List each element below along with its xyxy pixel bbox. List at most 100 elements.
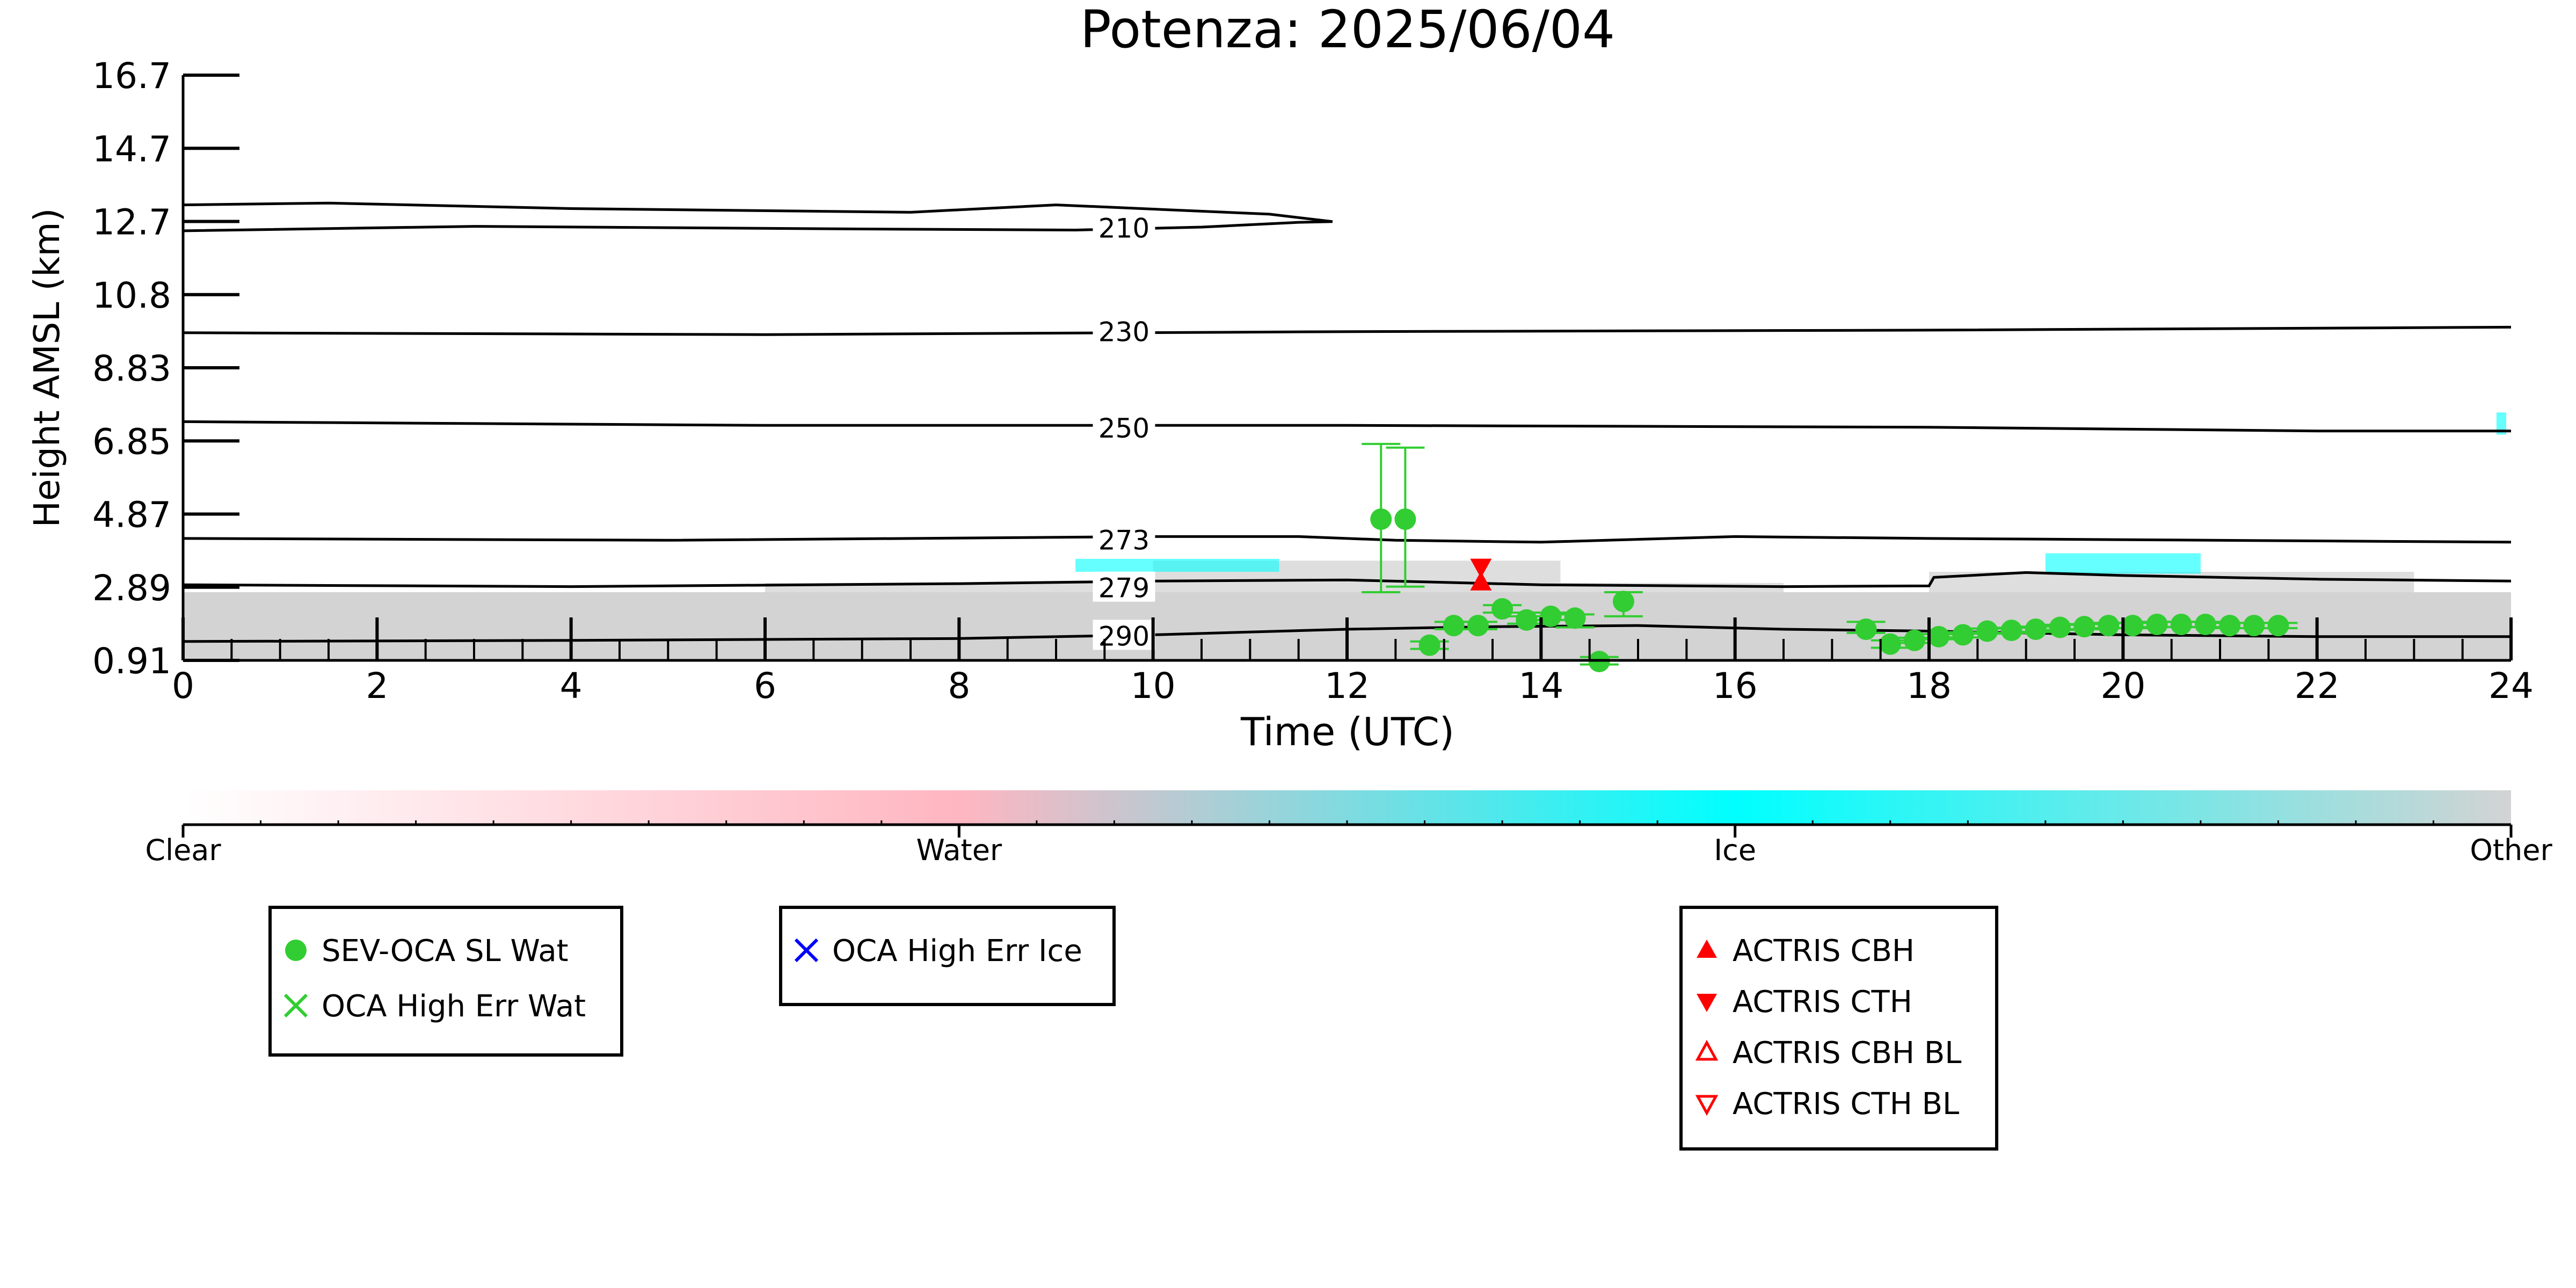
y-tick-label: 10.8 — [92, 275, 171, 316]
sev-oca-point — [2194, 614, 2216, 636]
data-series — [1362, 442, 2298, 673]
x-tick-label: 2 — [366, 665, 388, 707]
legend-marker-triangle-down — [1697, 994, 1717, 1012]
legend-box — [1679, 906, 1998, 1151]
x-tick-label: 16 — [1713, 665, 1758, 707]
colorbar: Clear Water Ice Other — [145, 790, 2552, 867]
sev-oca-point — [1394, 508, 1416, 530]
x-tick-label: 20 — [2100, 665, 2145, 707]
legend: SEV-OCA SL Wat OCA High Err Wat OCA High E… — [268, 906, 1998, 1151]
sev-oca-point — [2098, 615, 2120, 637]
legend-marker-x — [283, 993, 308, 1018]
axes: 0.91 2.89 4.87 6.85 8.83 10.8 12.7 14.7 16.7 0 2 4 6… — [92, 55, 2534, 707]
sev-oca-point — [2267, 615, 2289, 637]
sev-oca-point — [1564, 607, 1586, 629]
y-tick-label: 6.85 — [92, 421, 171, 462]
y-axis-label: Height AMSL (km) — [26, 208, 68, 528]
contour-label: 230 — [1098, 317, 1149, 348]
x-tick-label: 4 — [560, 665, 583, 707]
x-tick-label: 22 — [2295, 665, 2340, 707]
legend-marker-x — [794, 938, 819, 963]
x-tick-label: 14 — [1518, 665, 1563, 707]
contour-line — [184, 624, 2511, 643]
legend-box — [779, 906, 1116, 1006]
contour-label: 290 — [1098, 621, 1149, 652]
legend-label: ACTRIS CTH BL — [1733, 1087, 1959, 1122]
mask-ice-region — [2045, 553, 2201, 574]
sev-oca-point — [2049, 616, 2071, 638]
legend-label: SEV-OCA SL Wat — [322, 934, 569, 969]
actris-cbh-marker — [1470, 571, 1492, 591]
legend-label: ACTRIS CTH — [1733, 985, 1912, 1020]
contour-line — [184, 220, 1333, 232]
sev-oca-point — [1976, 620, 1998, 642]
contour-label-bg — [1093, 523, 1155, 554]
contour-label: 250 — [1098, 413, 1149, 444]
y-tick-label: 12.7 — [92, 202, 171, 243]
x-tick-label: 8 — [948, 665, 970, 707]
y-tick-label: 4.87 — [92, 494, 171, 536]
legend-label: OCA High Err Wat — [322, 989, 586, 1024]
contour-label: 273 — [1098, 525, 1149, 556]
sev-oca-point — [2243, 615, 2265, 637]
contour-label-bg — [1093, 315, 1155, 346]
sev-oca-point — [1879, 633, 1901, 655]
sev-oca-point — [1443, 615, 1465, 637]
legend-marker-triangle-up-open — [1695, 1039, 1719, 1061]
legend-marker-triangle-up — [1697, 940, 1717, 958]
sev-oca-point — [1418, 634, 1440, 656]
y-tick-label: 2.89 — [92, 567, 171, 609]
mask-ice-region — [1075, 558, 1279, 572]
y-tick-label: 8.83 — [92, 348, 171, 389]
sev-oca-point — [1491, 598, 1513, 620]
legend-label: ACTRIS CBH BL — [1733, 1036, 1961, 1071]
y-tick-label: 16.7 — [92, 55, 171, 97]
colorbar-label: Ice — [1714, 833, 1756, 867]
contour-line — [184, 325, 2511, 336]
legend-marker-circle — [285, 940, 307, 961]
contour-label-bg — [1093, 212, 1155, 242]
colorbar-label: Other — [2470, 833, 2552, 867]
contour-label-bg — [1093, 412, 1155, 442]
contour-line — [184, 571, 2511, 588]
contour-label-bg — [1093, 571, 1155, 602]
y-tick-label: 0.91 — [92, 641, 171, 682]
sev-oca-point — [1903, 629, 1925, 651]
sev-oca-point — [1612, 591, 1634, 613]
y-tick-label: 14.7 — [92, 128, 171, 170]
contour-line — [184, 201, 1333, 223]
sev-oca-point — [1540, 605, 1562, 627]
sev-oca-point — [1467, 615, 1489, 637]
sev-oca-point — [1855, 618, 1877, 641]
contour-line — [184, 535, 2511, 544]
x-axis-label: Time (UTC) — [1240, 709, 1454, 754]
sev-oca-point — [2073, 616, 2095, 638]
contour-label: 210 — [1098, 213, 1149, 244]
sev-oca-point — [2146, 614, 2168, 636]
legend-box — [268, 906, 623, 1057]
sev-oca-point — [2219, 615, 2241, 637]
chart-title: Potenza: 2025/06/04 — [1080, 0, 1615, 60]
contour-label: 279 — [1098, 573, 1149, 604]
x-tick-label: 18 — [1906, 665, 1952, 707]
colorbar-gradient — [183, 790, 2511, 825]
sev-oca-point — [2000, 620, 2022, 642]
contour-line — [184, 420, 2511, 433]
sev-oca-point — [1370, 508, 1392, 530]
sev-oca-point — [2170, 614, 2192, 636]
legend-label: OCA High Err Ice — [832, 934, 1082, 969]
x-tick-label: 0 — [172, 665, 194, 707]
x-tick-label: 12 — [1325, 665, 1370, 707]
x-tick-label: 10 — [1131, 665, 1176, 707]
contour-label-bg — [1093, 620, 1155, 650]
mask-ice-region — [2496, 412, 2506, 435]
legend-marker-triangle-down-open — [1695, 1095, 1719, 1116]
x-tick-label: 6 — [754, 665, 776, 707]
legend-label: ACTRIS CBH — [1733, 934, 1915, 969]
sev-oca-point — [2122, 615, 2144, 637]
sev-oca-point — [1516, 609, 1538, 631]
sev-oca-point — [1952, 624, 1974, 646]
colorbar-label: Clear — [145, 833, 221, 867]
actris-cth-marker — [1470, 558, 1492, 578]
